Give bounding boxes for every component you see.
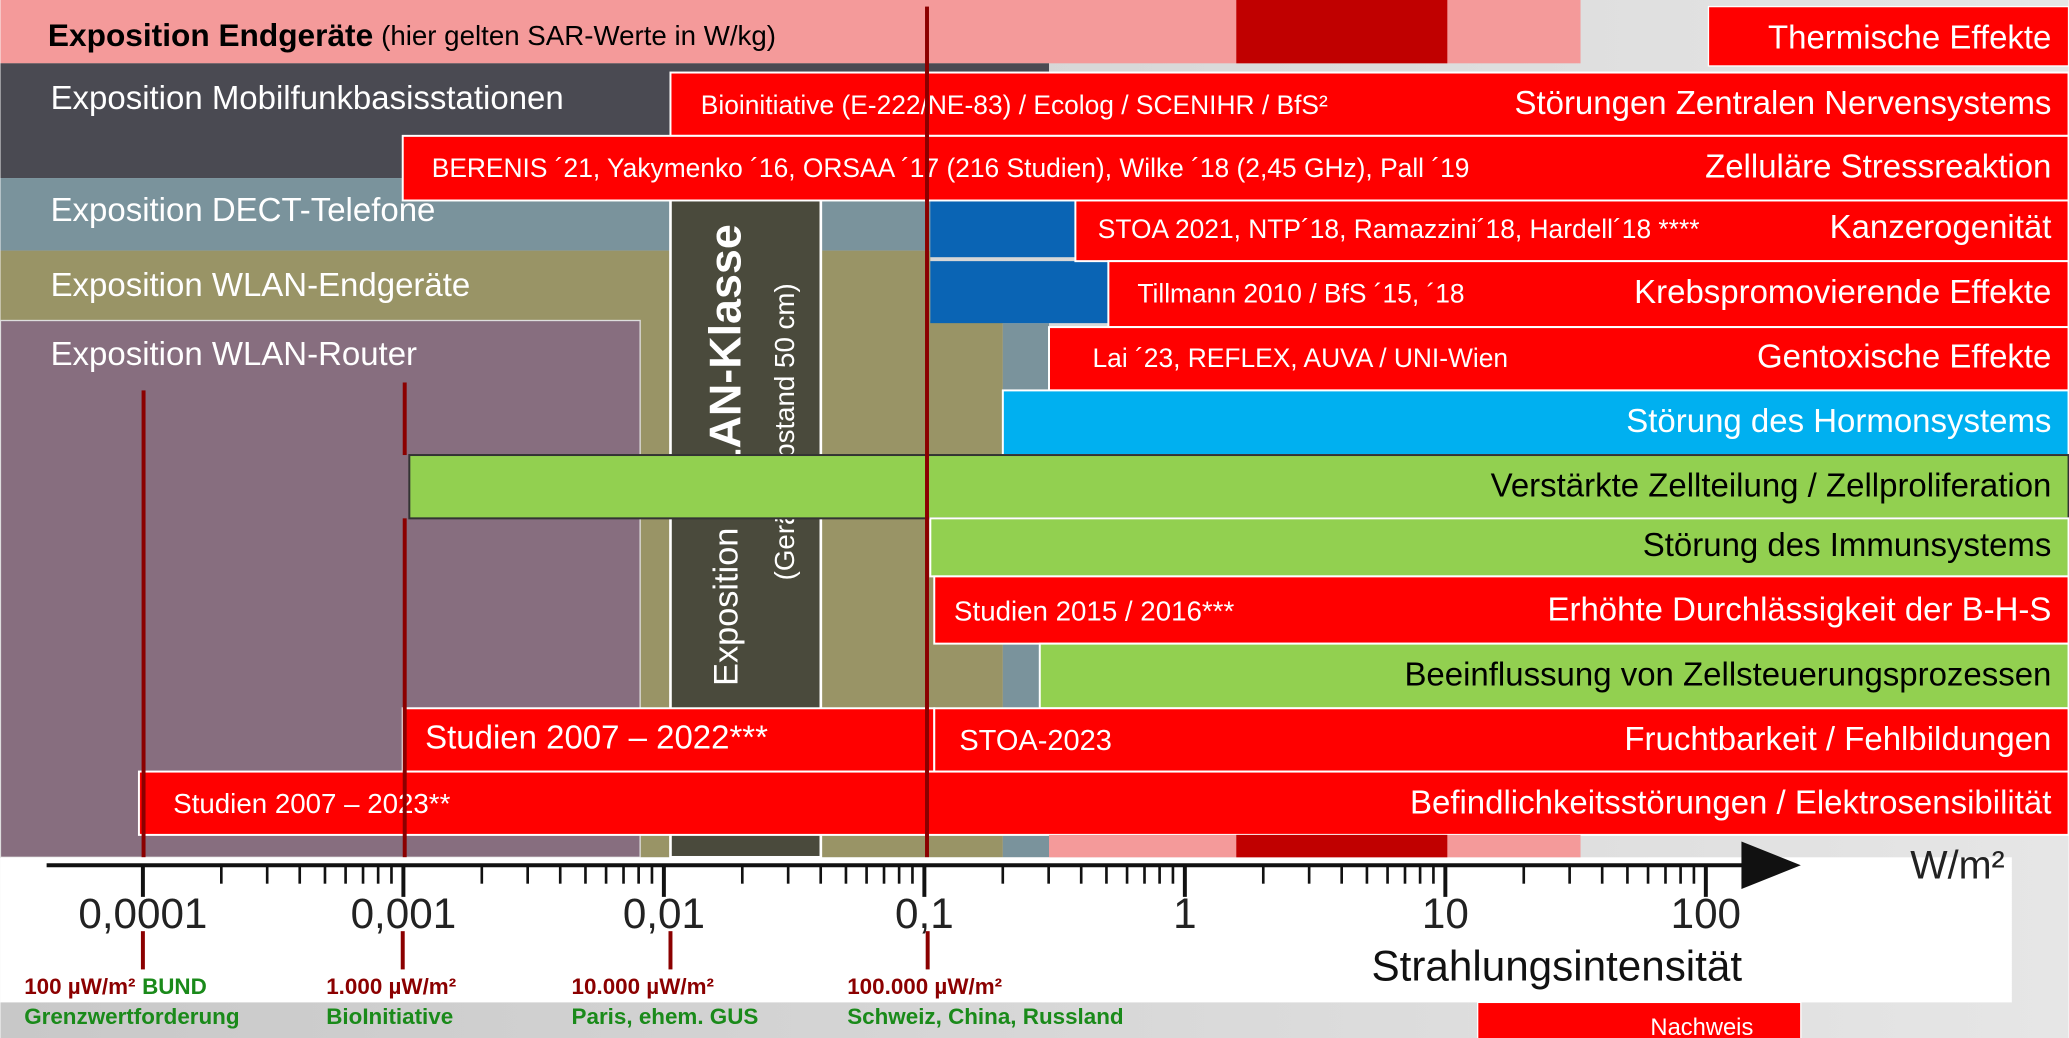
exposure-label: Exposition DECT-Telefone bbox=[51, 191, 436, 228]
effect-bar bbox=[1074, 199, 2069, 263]
effect-bar bbox=[1107, 260, 2069, 329]
effect-label: Zelluläre Stressreaktion bbox=[1705, 148, 2051, 185]
wlan-class-note: (Geräte-Abstand 50 cm) bbox=[769, 283, 800, 580]
axis-label: Strahlungsintensität bbox=[1372, 943, 1743, 990]
limit-amount: 100 µW/m² bbox=[24, 974, 135, 999]
footer-box bbox=[1477, 1001, 1802, 1038]
effect-bar bbox=[1038, 642, 2069, 710]
limit-line bbox=[402, 382, 407, 456]
effect-studies: Bioinitiative (E-222/NE-83) / Ecolog / S… bbox=[701, 90, 1328, 120]
tick-label: 1 bbox=[1173, 890, 1196, 937]
effect-studies: Studien 2015 / 2016*** bbox=[954, 596, 1234, 627]
region-blue bbox=[930, 197, 1076, 258]
limit-tag: BUND bbox=[142, 974, 207, 999]
effect-label: Verstärkte Zellteilung / Zellproliferati… bbox=[1491, 467, 2052, 504]
effect-label: Gentoxische Effekte bbox=[1757, 337, 2051, 374]
axis-unit: W/m² bbox=[1910, 843, 2004, 887]
device-core bbox=[1236, 0, 1448, 64]
header: Exposition Endgeräte (hier gelten SAR-Wer… bbox=[48, 18, 776, 54]
limit-line bbox=[141, 390, 146, 858]
limit-source: Paris, ehem. GUS bbox=[572, 1004, 759, 1029]
effect-label: Störung des Hormonsystems bbox=[1626, 402, 2051, 439]
limit-source: BioInitiative bbox=[326, 1004, 453, 1029]
effect-label: Störungen Zentralen Nervensystems bbox=[1514, 84, 2051, 121]
effect-bar bbox=[933, 575, 2069, 645]
effect-label: Befindlichkeitsstörungen / Elektrosensib… bbox=[1410, 783, 2051, 820]
limit-value: 1.000 µW/m² bbox=[326, 974, 456, 999]
effect-bar bbox=[1048, 326, 2069, 392]
limit-source: Schweiz, China, Russland bbox=[847, 1004, 1123, 1029]
effect-label: Kanzerogenität bbox=[1830, 208, 2052, 245]
limit-source: Grenzwertforderung bbox=[24, 1004, 239, 1029]
exposure-label: Exposition WLAN-Router bbox=[51, 335, 417, 372]
axis-arrow bbox=[1741, 841, 1801, 889]
limit-amount: 100.000 µW/m² bbox=[847, 974, 1002, 999]
effect-studies: STOA 2021, NTP´18, Ramazzini´18, Hardell… bbox=[1098, 214, 1700, 244]
tick-label: 0,1 bbox=[895, 890, 954, 937]
limit-line bbox=[402, 518, 407, 858]
tick-label: 0,001 bbox=[351, 890, 457, 937]
tick-label: 100 bbox=[1671, 890, 1741, 937]
limit-value: 10.000 µW/m² bbox=[572, 974, 714, 999]
limit-value: 100 µW/m² BUND bbox=[24, 974, 207, 999]
limit-line bbox=[925, 6, 929, 858]
effect-label: Fruchtbarkeit / Fehlbildungen bbox=[1624, 720, 2051, 757]
effect-studies: Tillmann 2010 / BfS ´15, ´18 bbox=[1137, 278, 1464, 308]
exposure-label: Exposition Mobilfunkbasisstationen bbox=[51, 79, 564, 116]
limit-amount: 10.000 µW/m² bbox=[572, 974, 714, 999]
header-note: (hier gelten SAR-Werte in W/kg) bbox=[381, 21, 776, 52]
limit-amount: 1.000 µW/m² bbox=[326, 974, 456, 999]
effect-label: Krebspromovierende Effekte bbox=[1634, 273, 2051, 310]
region-blue bbox=[930, 261, 1109, 324]
effect-label: Erhöhte Durchlässigkeit der B-H-S bbox=[1548, 591, 2052, 628]
device-core bbox=[1236, 834, 1448, 858]
tick-label: 0,01 bbox=[623, 890, 705, 937]
header-title: Exposition Endgeräte bbox=[48, 18, 373, 54]
effect-studies: STOA-2023 bbox=[959, 725, 1112, 757]
effect-studies: Studien 2007 – 2023** bbox=[173, 788, 450, 819]
effect-studies: BERENIS ´21, Yakymenko ´16, ORSAA ´17 (2… bbox=[432, 153, 1470, 183]
effect-studies: Studien 2007 – 2022*** bbox=[425, 719, 768, 756]
tick-label: 10 bbox=[1422, 890, 1469, 937]
effect-label: Beeinflussung von Zellsteuerungsprozesse… bbox=[1404, 655, 2051, 692]
axis-panel bbox=[0, 857, 2012, 1003]
limit-value: 100.000 µW/m² bbox=[847, 974, 1002, 999]
effect-bar bbox=[1707, 5, 2069, 67]
wlan-class-prefix: Exposition bbox=[708, 518, 746, 686]
effect-bar bbox=[669, 71, 2069, 137]
effect-bar bbox=[401, 134, 2069, 202]
effect-label: Thermische Effekte bbox=[1768, 18, 2051, 55]
tick-label: 0,0001 bbox=[78, 890, 207, 937]
exposure-label: Exposition WLAN-Endgeräte bbox=[51, 266, 471, 303]
effect-studies: Lai ´23, REFLEX, AUVA / UNI-Wien bbox=[1093, 343, 1509, 373]
effect-label: Störung des Immunsystems bbox=[1643, 526, 2052, 563]
effect-bar bbox=[1001, 389, 2069, 457]
footer: Nachweis bbox=[1650, 1015, 1753, 1038]
